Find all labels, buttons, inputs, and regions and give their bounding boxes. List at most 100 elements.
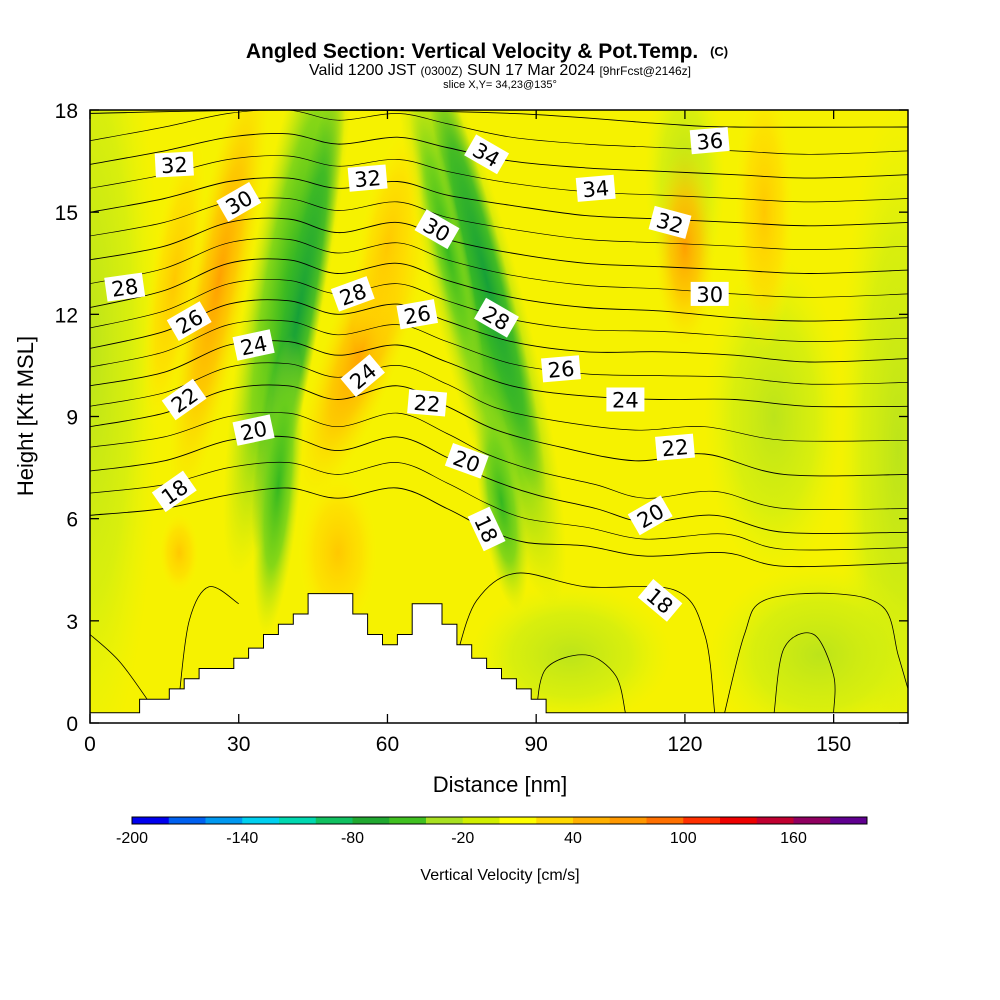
colorbar-tick-label: -140 — [226, 830, 258, 847]
velocity-patch — [654, 146, 715, 347]
contour-label-34: 34 — [575, 174, 616, 202]
colorbar-swatch — [499, 817, 537, 824]
contour-label-box — [347, 164, 388, 192]
velocity-patch — [474, 392, 529, 611]
colorbar-swatch — [536, 817, 574, 824]
theta-contour-26 — [90, 299, 908, 363]
contour-label-text: 22 — [413, 391, 442, 417]
subtitle-valid: Valid 1200 JST — [309, 62, 417, 79]
x-tick-label: 120 — [667, 733, 702, 756]
contour-label-box — [232, 329, 275, 361]
x-tick-label: 150 — [816, 733, 851, 756]
contour-label-32: 32 — [648, 205, 692, 239]
theta-contour-minor — [90, 155, 908, 203]
contour-label-text: 32 — [160, 153, 188, 178]
contour-label-box — [648, 205, 692, 239]
colorbar-swatch — [462, 817, 500, 824]
contour-label-box — [690, 281, 729, 306]
theta-contour-minor — [90, 319, 908, 385]
y-axis-label: Height [Kft MSL] — [13, 336, 38, 496]
colorbar-swatch — [573, 817, 611, 824]
velocity-patch — [708, 564, 908, 723]
colorbar-tick-label: 160 — [780, 830, 807, 847]
contour-label-box — [340, 354, 385, 398]
contour-label-box — [166, 301, 212, 341]
contour-label-box — [414, 209, 460, 250]
theta-contour-minor — [90, 278, 908, 342]
contour-label-text: 30 — [696, 283, 723, 307]
contour-label-box — [151, 470, 197, 513]
contour-label-text: 20 — [238, 417, 269, 446]
contour-label-box — [396, 299, 438, 330]
contour-label-box — [161, 378, 207, 421]
contour-label-26: 26 — [541, 355, 581, 383]
colorbar-swatch — [793, 817, 831, 824]
colorbar-swatch — [168, 817, 206, 824]
theta-contour-30 — [90, 217, 908, 274]
contour-label-box — [407, 389, 448, 417]
velocity-patch — [838, 110, 908, 723]
contour-label-text: 28 — [110, 274, 140, 301]
velocity-contour — [456, 572, 716, 713]
contour-label-26: 26 — [396, 299, 438, 330]
contour-label-22: 22 — [407, 389, 448, 417]
y-tick-label: 0 — [66, 713, 78, 736]
colorbar-tick-label: -20 — [451, 830, 474, 847]
contour-label-box — [474, 297, 519, 338]
colorbar-tick-label: 40 — [564, 830, 582, 847]
colorbar-swatch — [205, 817, 243, 824]
velocity-contour — [90, 634, 150, 703]
velocity-contour — [773, 632, 836, 713]
colorbar-swatch — [389, 817, 427, 824]
colorbar-tick-label: -80 — [341, 830, 364, 847]
colorbar-swatch — [279, 817, 317, 824]
contour-label-box — [104, 272, 146, 302]
velocity-contour — [178, 586, 239, 696]
theta-contour-32 — [90, 177, 908, 227]
colorbar-tick-label: 100 — [670, 830, 697, 847]
contour-label-text: 24 — [238, 331, 269, 360]
velocity-patch — [427, 110, 547, 504]
contour-label-text: 22 — [661, 435, 690, 461]
colorbar-swatch — [426, 817, 464, 824]
velocity-patch — [351, 127, 424, 365]
contour-label-box — [541, 355, 581, 383]
subtitle-date: SUN 17 Mar 2024 — [467, 62, 595, 79]
contour-label-box — [216, 182, 262, 222]
colorbar-swatch — [720, 817, 758, 824]
x-tick-label: 90 — [525, 733, 548, 756]
colorbar-swatch — [352, 817, 390, 824]
colorbar-frame — [131, 816, 868, 825]
contour-label-text: 26 — [547, 357, 576, 383]
theta-contour-minor — [90, 412, 908, 511]
subtitle-fcst: [9hrFcst@2146z] — [599, 64, 691, 78]
contour-label-text: 32 — [353, 166, 382, 192]
contour-label-text: 34 — [581, 176, 610, 202]
colorbar-label: Vertical Velocity [cm/s] — [420, 867, 579, 884]
contour-label-box — [330, 276, 375, 312]
subtitle-utc: (0300Z) — [420, 64, 462, 78]
y-tick-label: 3 — [66, 611, 78, 634]
x-axis-ticks: 0 30 60 90 120 150 — [84, 110, 851, 756]
contour-label-36: 36 — [689, 126, 730, 155]
terrain — [90, 593, 908, 723]
contour-label-box — [637, 578, 683, 622]
theta-contour-34 — [90, 133, 908, 179]
contour-label-box — [444, 443, 489, 479]
chart-subtitle: Valid 1200 JST (0300Z) SUN 17 Mar 2024 [… — [309, 62, 691, 79]
contour-label-box — [154, 151, 194, 178]
colorbar-swatch — [830, 817, 868, 824]
chart-title: Angled Section: Vertical Velocity & Pot.… — [246, 40, 728, 63]
contour-label-box — [232, 414, 275, 446]
contour-label-22: 22 — [655, 433, 695, 461]
title-mark: (C) — [710, 44, 728, 59]
plot-area: 1820222426283032242822263230342820182624… — [90, 110, 908, 723]
contour-label-28: 28 — [330, 276, 375, 312]
contour-label-box — [655, 433, 695, 461]
contour-label-32: 32 — [154, 151, 194, 178]
contour-label-24: 24 — [606, 387, 645, 413]
contour-labels: 1820222426283032242822263230342820182624… — [104, 126, 730, 622]
colorbar-swatch — [315, 817, 353, 824]
